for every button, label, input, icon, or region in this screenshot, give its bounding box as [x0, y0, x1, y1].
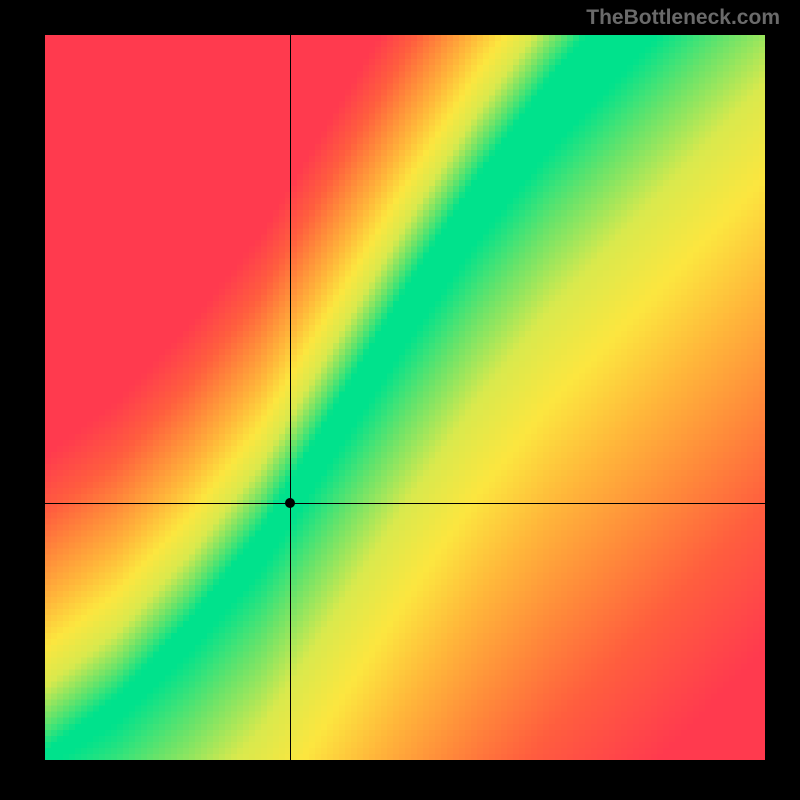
marker-dot — [285, 498, 295, 508]
bottleneck-heatmap — [45, 35, 765, 760]
crosshair-horizontal — [45, 503, 765, 504]
crosshair-vertical — [290, 35, 291, 760]
watermark-text: TheBottleneck.com — [586, 6, 780, 30]
heatmap-canvas — [45, 35, 765, 760]
